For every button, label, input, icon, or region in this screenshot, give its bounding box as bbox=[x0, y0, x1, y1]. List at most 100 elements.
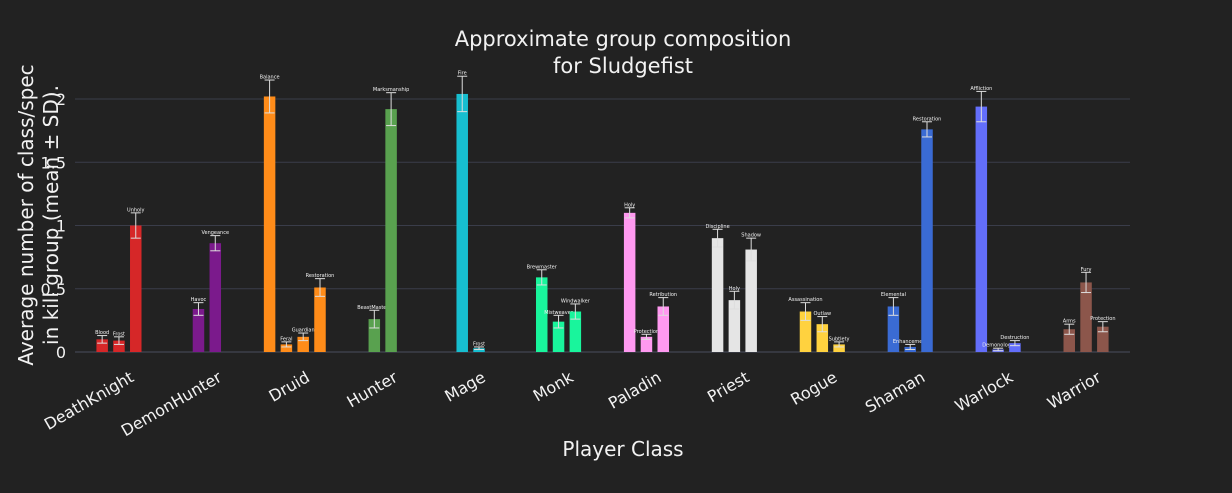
bar bbox=[623, 212, 636, 352]
bar-data-label: Restoration bbox=[913, 116, 942, 122]
y-tick-label: 0.5 bbox=[41, 280, 66, 299]
bar-data-label: Holy bbox=[624, 202, 635, 208]
bar bbox=[130, 225, 142, 352]
bar-data-label: Protection bbox=[634, 329, 659, 335]
bar bbox=[314, 287, 326, 352]
bar-data-label: Retribution bbox=[649, 292, 677, 298]
x-tick-label: Monk bbox=[530, 367, 577, 405]
bar-data-label: Arms bbox=[1063, 319, 1076, 325]
bar-data-label: Unholy bbox=[127, 207, 144, 213]
bar-data-label: Restoration bbox=[306, 273, 335, 279]
bar-data-label: Demonology bbox=[982, 343, 1014, 349]
bar-data-label: Marksmanship bbox=[373, 87, 409, 93]
x-tick-label: Paladin bbox=[605, 367, 664, 412]
y-tick-label: 1.5 bbox=[41, 153, 66, 172]
bar-data-label: Enhancement bbox=[893, 339, 928, 345]
bar bbox=[113, 340, 125, 352]
bar-data-label: Balance bbox=[260, 75, 280, 81]
bar bbox=[297, 336, 309, 352]
bar-data-label: Brewmaster bbox=[527, 264, 558, 270]
bar-data-label: Shadow bbox=[741, 233, 761, 239]
bar bbox=[1063, 329, 1075, 352]
x-tick-label: Rogue bbox=[787, 367, 840, 409]
bar-data-label: Blood bbox=[95, 330, 109, 336]
bar-group: Discipline Holy Shadow bbox=[705, 224, 761, 352]
y-tick-label: 1 bbox=[56, 217, 66, 236]
bar-group: Arms Fury Protection bbox=[1063, 267, 1115, 352]
bar bbox=[657, 306, 670, 352]
bar bbox=[921, 129, 933, 352]
bar-data-label: Vengeance bbox=[201, 230, 229, 236]
bar-group: Havoc Vengeance bbox=[191, 230, 229, 352]
bar-data-label: Feral bbox=[280, 336, 292, 342]
bar bbox=[209, 243, 222, 352]
bar-group: Holy Protection Retribution bbox=[623, 202, 677, 352]
bar-data-label: Holy bbox=[729, 286, 740, 292]
bar-group: Assassination Outlaw Subtlety bbox=[788, 297, 850, 352]
bar bbox=[456, 93, 468, 352]
bar-data-label: Frost bbox=[113, 331, 125, 337]
x-tick-label: Warrior bbox=[1044, 367, 1104, 413]
y-tick-label: 0 bbox=[56, 343, 66, 362]
bar bbox=[975, 106, 988, 352]
chart-title-line-2: for Sludgefist bbox=[553, 54, 693, 78]
bar-group: Affliction Demonology Destruction bbox=[970, 86, 1029, 352]
bar-group: BeastMastery Marksmanship bbox=[357, 87, 409, 353]
bar-group: Blood Frost Unholy bbox=[95, 207, 145, 352]
bar bbox=[640, 336, 653, 352]
bar bbox=[263, 96, 276, 352]
chart-title-line-1: Approximate group composition bbox=[455, 27, 792, 51]
bar bbox=[1009, 343, 1021, 352]
bar bbox=[280, 344, 293, 352]
x-tick-label: DemonHunter bbox=[118, 367, 225, 440]
bar-data-label: BeastMastery bbox=[357, 305, 391, 311]
bar-data-label: Fury bbox=[1081, 267, 1092, 273]
x-tick-label: Druid bbox=[265, 367, 312, 405]
y-axis-title: Average number of class/spec in kill gro… bbox=[14, 64, 63, 365]
bar-group: Elemental Enhancement Restoration bbox=[881, 116, 942, 352]
x-tick-label: Priest bbox=[704, 367, 752, 406]
y-tick-label: 2 bbox=[56, 90, 66, 109]
bar bbox=[96, 339, 108, 352]
bar-group: Brewmaster Mistweaver Windwalker bbox=[527, 264, 591, 352]
bar-data-label: Fire bbox=[458, 71, 467, 77]
bar-data-label: Havoc bbox=[191, 297, 207, 303]
bar-data-label: Outlaw bbox=[813, 311, 831, 317]
x-axis-title: Player Class bbox=[562, 437, 683, 461]
bar bbox=[816, 324, 829, 352]
x-tick-label: Hunter bbox=[344, 367, 402, 411]
bar-data-label: Guardian bbox=[292, 328, 315, 334]
bar-data-label: Windwalker bbox=[561, 298, 591, 304]
bar bbox=[368, 319, 381, 352]
bar-data-label: Destruction bbox=[1000, 335, 1029, 341]
bar-data-label: Discipline bbox=[705, 224, 729, 230]
bar-data-label: Affliction bbox=[970, 86, 992, 92]
bar bbox=[385, 109, 397, 353]
y-axis-title-line-1: Average number of class/spec bbox=[14, 64, 38, 365]
x-tick-label: Mage bbox=[441, 367, 488, 405]
gridlines bbox=[75, 98, 1130, 353]
bar bbox=[1080, 282, 1092, 352]
bar bbox=[711, 238, 724, 352]
bar-data-label: Frost bbox=[473, 341, 485, 347]
bar-data-label: Protection bbox=[1090, 316, 1115, 322]
bar-data-label: Assassination bbox=[788, 297, 822, 303]
bar-data-label: Mistweaver bbox=[544, 310, 574, 316]
y-axis-title-line-2: in kill group (mean ± SD). bbox=[39, 85, 63, 345]
bar-data-label: Elemental bbox=[881, 292, 906, 298]
x-tick-label: Warlock bbox=[952, 367, 1017, 416]
bar bbox=[192, 308, 205, 352]
bar bbox=[535, 277, 548, 352]
bar bbox=[887, 306, 900, 352]
bar-group: Fire Frost bbox=[456, 71, 485, 352]
y-axis-ticks: 0 0.5 1 1.5 2 bbox=[41, 90, 66, 362]
bar bbox=[745, 249, 757, 352]
x-tick-label: Shaman bbox=[862, 367, 928, 416]
bars: Blood Frost Unholy Havoc Vengeance Balance Fer… bbox=[95, 71, 1115, 353]
bar bbox=[833, 344, 845, 352]
bar-data-label: Subtlety bbox=[829, 336, 850, 342]
bar bbox=[473, 348, 485, 352]
